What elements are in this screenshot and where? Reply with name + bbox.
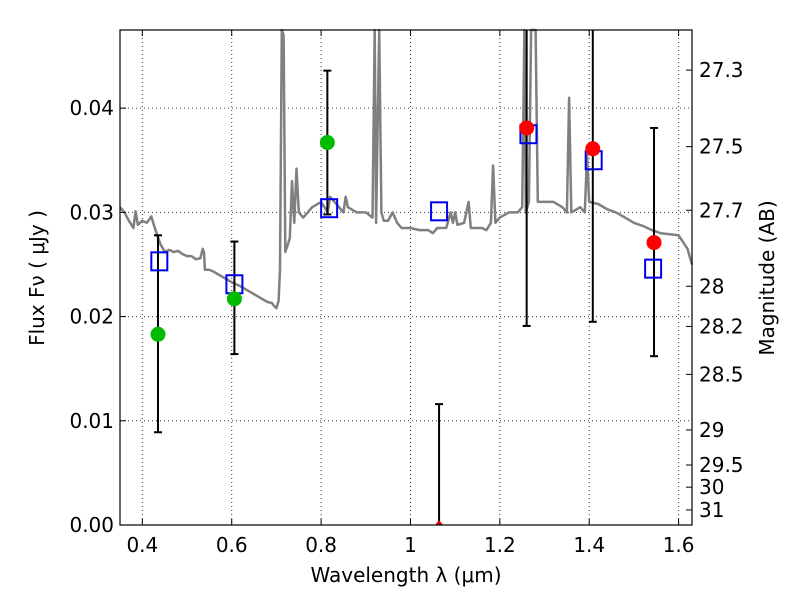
y-tick-label: 0.04: [69, 96, 114, 120]
observed-point: [319, 135, 335, 151]
error-bars: [153, 30, 659, 525]
template-spectrum: [119, 28, 694, 310]
x-tick-label: 1.4: [573, 533, 605, 557]
observed-point: [226, 291, 242, 307]
observed-point: [519, 120, 535, 136]
mag-tick-label: 29.5: [699, 453, 744, 477]
x-tick-label: 1.6: [663, 533, 695, 557]
x-tick-label: 0.4: [126, 533, 158, 557]
plot-frame: [119, 29, 693, 526]
mag-tick-label: 28.5: [699, 362, 744, 386]
x-tick-label: 1: [404, 533, 417, 557]
mag-tick-label: 28: [699, 274, 724, 298]
y-axis-right-title: Magnitude (AB): [755, 200, 779, 355]
grid: [120, 30, 692, 526]
observed-points: [150, 120, 662, 525]
mag-tick-label: 29: [699, 418, 724, 442]
y-tick-label: 0.01: [69, 409, 114, 433]
y-tick-label: 0.02: [69, 305, 114, 329]
observed-point: [435, 520, 444, 525]
model-box: [320, 198, 339, 219]
mag-tick-label: 27.3: [699, 58, 744, 82]
mag-tick-label: 31: [699, 498, 724, 522]
mag-tick-label: 27.7: [699, 198, 744, 222]
x-tick-label: 0.6: [216, 533, 248, 557]
y-axis-title: Flux Fν ( μJy ): [25, 210, 49, 346]
y-tick-label: 0.00: [69, 513, 114, 537]
x-tick-label: 1.2: [484, 533, 516, 557]
x-axis-title: Wavelength λ (μm): [310, 563, 501, 587]
x-tick-label: 0.8: [305, 533, 337, 557]
model-box: [430, 201, 449, 222]
y-axis: 0.00 0.01 0.02 0.03 0.04: [69, 96, 126, 537]
mag-tick-label: 27.5: [699, 135, 744, 159]
y-tick-label: 0.03: [69, 200, 114, 224]
mag-tick-label: 28.2: [699, 314, 744, 338]
x-axis: 0.4 0.6 0.8 1 1.2 1.4 1.6: [126, 30, 695, 557]
template-spectrum-line: [119, 28, 694, 310]
mag-tick-label: 30: [699, 475, 724, 499]
model-box: [644, 258, 663, 279]
observed-point: [150, 326, 166, 342]
model-box: [150, 251, 169, 272]
observed-point: [646, 235, 662, 251]
observed-point: [585, 141, 601, 157]
